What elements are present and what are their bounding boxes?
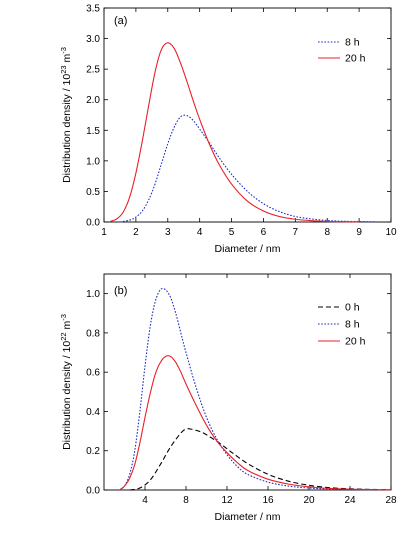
y-tick-label: 1.0 [86, 156, 100, 167]
legend-label: 0 h [345, 302, 360, 314]
x-tick-label: 8 [324, 227, 330, 238]
legend-label: 8 h [345, 37, 360, 49]
y-tick-label: 0.6 [86, 368, 100, 379]
series-line [119, 287, 371, 491]
chart-panel-a: (a) 1 2 3 4 5 6 7 8 9 100.00.51.01.52.02.53.03.5 … [59, 4, 397, 256]
y-tick-label: 3.0 [86, 34, 100, 45]
y-tick-label: 0.0 [86, 486, 100, 497]
x-tick-label: 20 [303, 495, 315, 506]
x-tick-label: 28 [385, 495, 397, 506]
legend: 8 h 20 h [318, 37, 366, 65]
series-line [119, 114, 376, 223]
series-line [110, 42, 360, 223]
legend-label: 20 h [345, 53, 366, 65]
panel-label: (a) [114, 15, 127, 27]
x-tick-label: 16 [262, 495, 274, 506]
y-axis-label: Distribution density / 1023 m-3 [59, 47, 74, 183]
y-tick-label: 1.5 [86, 126, 100, 137]
x-tick-label: 2 [133, 227, 139, 238]
chart-panel-b: (b) 4 8 12 16 20 24 28 0.0 0.2 0.4 0.6 0.8 1.0 0 h 8 … [59, 273, 397, 523]
legend-label: 20 h [345, 336, 366, 348]
x-tick-label: 10 [385, 227, 397, 238]
x-tick-label: 7 [293, 227, 299, 238]
x-tick-label: 9 [356, 227, 362, 238]
x-tick-label: 8 [183, 495, 189, 506]
x-tick-label: 6 [261, 227, 267, 238]
x-tick-label: 24 [344, 495, 356, 506]
y-tick-label: 0.0 [86, 218, 100, 229]
y-axis-label: Distribution density / 1022 m-3 [59, 314, 74, 450]
x-tick-label: 4 [142, 495, 148, 506]
plot-frame [103, 7, 392, 223]
x-tick-label: 12 [221, 495, 233, 506]
y-tick-label: 0.8 [86, 328, 100, 339]
x-axis-label: Diameter / nm [215, 511, 281, 523]
y-tick-label: 3.5 [86, 4, 100, 15]
y-tick-label: 2.5 [86, 65, 100, 76]
series-line [119, 355, 392, 491]
x-tick-label: 1 [101, 227, 107, 238]
series-curves [119, 287, 392, 491]
x-tick-label: 4 [197, 227, 203, 238]
panel-label: (b) [114, 285, 127, 297]
x-axis-label: Diameter / nm [215, 243, 281, 255]
x-tick-label: 3 [165, 227, 171, 238]
y-tick-label: 1.0 [86, 289, 100, 300]
y-tick-label: 2.0 [86, 95, 100, 106]
axis-ticks: 1 2 3 4 5 6 7 8 9 10 0.0 0.5 1.0 1.5 2.0 2.5 3.0 3.5 [86, 4, 397, 239]
y-tick-label: 0.2 [86, 446, 100, 457]
plot-frame [103, 273, 392, 491]
x-tick-label: 5 [229, 227, 235, 238]
axis-ticks: 4 8 12 16 20 24 28 0.0 0.2 0.4 0.6 0.8 1.0 [86, 274, 397, 506]
y-tick-label: 0.4 [86, 407, 100, 418]
series-line [129, 428, 392, 491]
series-curves [110, 42, 376, 223]
y-tick-label: 0.5 [86, 187, 100, 198]
legend: 0 h 8 h 20 h [318, 302, 366, 348]
legend-label: 8 h [345, 319, 360, 331]
